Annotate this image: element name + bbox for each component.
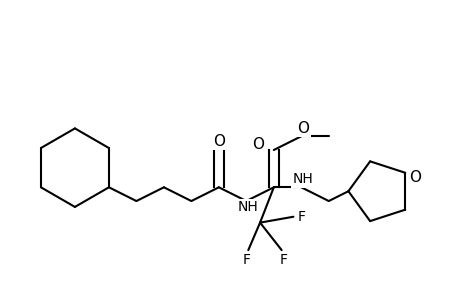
Text: NH: NH [292,172,313,186]
Text: NH: NH [237,200,258,214]
Text: O: O [213,134,224,149]
Text: F: F [297,210,305,224]
Text: F: F [279,253,287,267]
Text: O: O [252,136,263,152]
Text: F: F [242,253,250,267]
Text: O: O [408,170,420,185]
Text: O: O [297,121,308,136]
